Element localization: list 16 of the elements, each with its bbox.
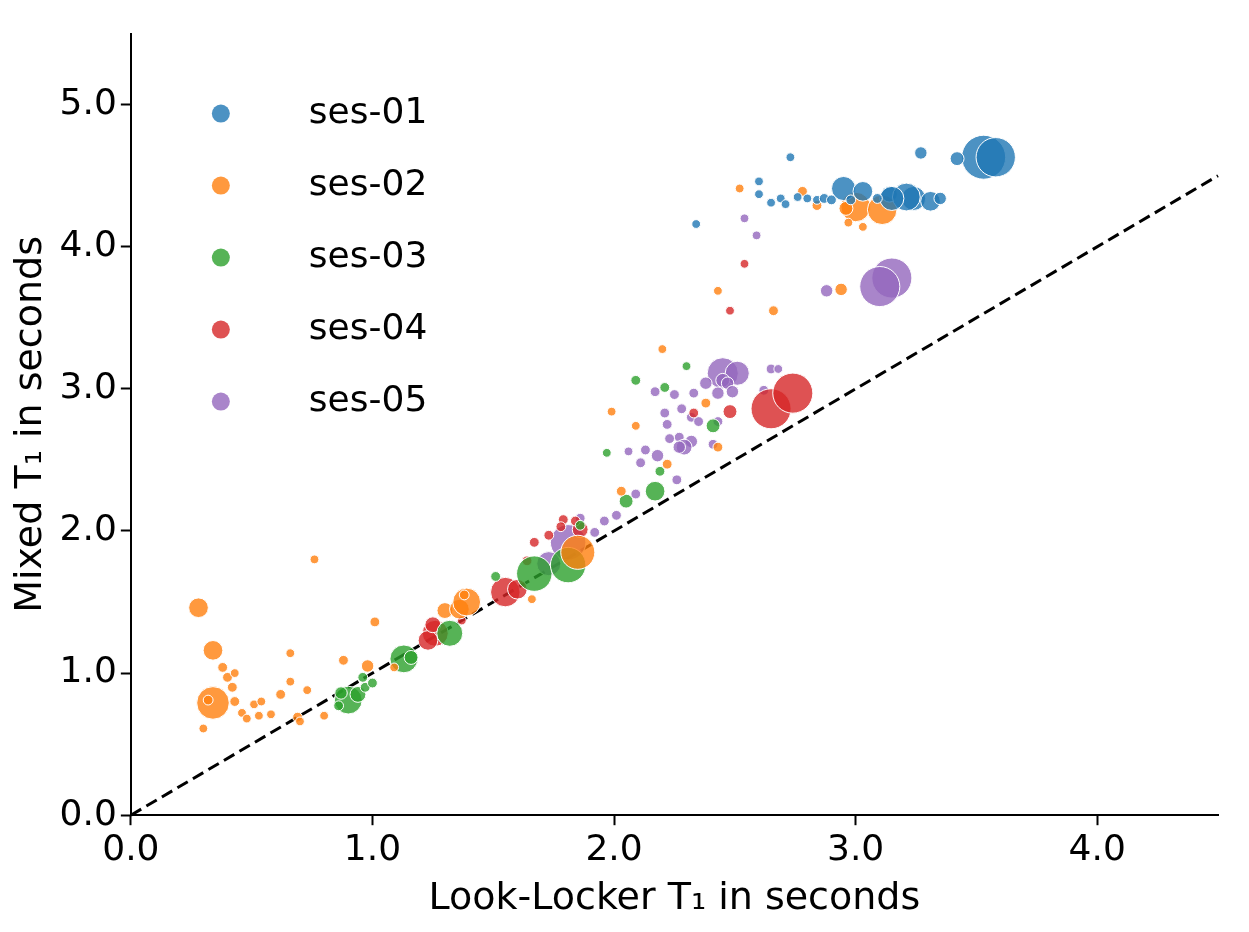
y-tick-label: 3.0 (59, 365, 117, 407)
x-tick-label: 1.0 (343, 827, 402, 869)
y-tick-label: 4.0 (59, 223, 117, 265)
x-tick-label: 3.0 (826, 827, 885, 869)
legend-label: ses-02 (308, 161, 428, 203)
y-tick-label: 1.0 (59, 649, 117, 691)
legend-label: ses-01 (308, 89, 428, 131)
legend-label: ses-05 (308, 377, 428, 419)
y-tick-label: 2.0 (59, 507, 117, 549)
x-axis-title: Look-Locker T₁ in seconds (428, 874, 921, 919)
x-tick-label: 4.0 (1068, 827, 1126, 869)
x-tick-label: 2.0 (585, 827, 643, 869)
legend-label: ses-04 (308, 305, 428, 347)
legend-label: ses-03 (308, 233, 428, 275)
y-axis-title: Mixed T₁ in seconds (5, 235, 50, 613)
y-tick-label: 5.0 (59, 81, 117, 123)
